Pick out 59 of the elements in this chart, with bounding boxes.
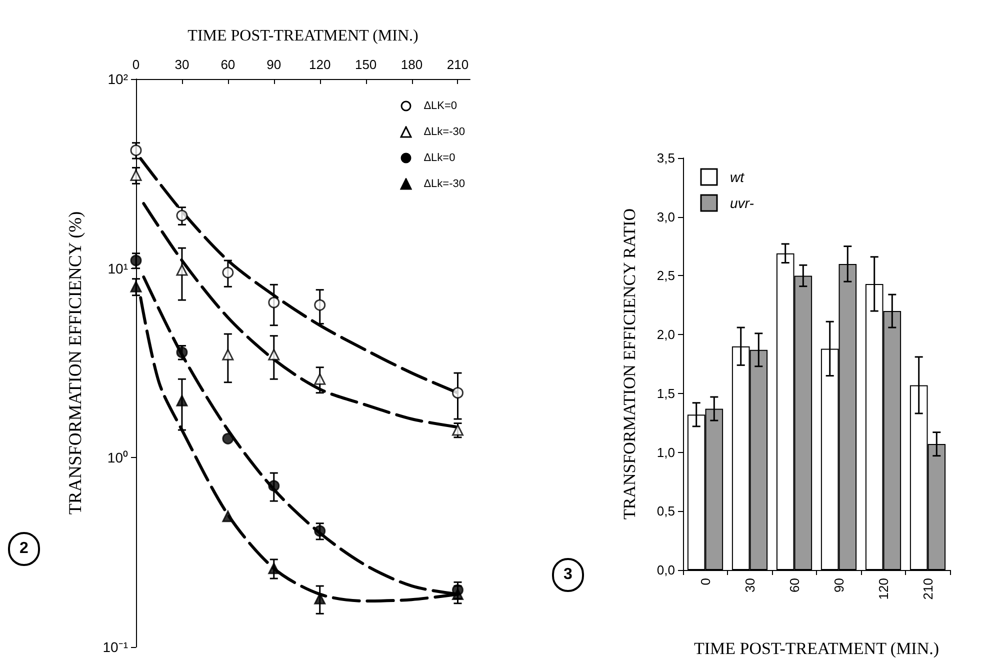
x-tick-label: 60 <box>786 578 802 592</box>
point <box>452 588 464 600</box>
point <box>130 170 142 182</box>
legend-label: ΔLK=0 <box>424 100 458 112</box>
point <box>176 264 188 276</box>
y-tick-label: 3,0 <box>656 209 675 224</box>
x-tick-label: 150 <box>354 57 377 72</box>
point <box>452 387 464 399</box>
x-tick-label: 210 <box>446 57 469 72</box>
point <box>268 480 280 492</box>
x-tick-label: 60 <box>220 57 236 72</box>
point <box>130 144 142 156</box>
point <box>314 525 326 537</box>
point <box>222 510 234 522</box>
y-tick-label: 1,0 <box>656 444 675 460</box>
y-tick-label: 2,5 <box>656 268 675 284</box>
text: 3 <box>552 558 584 592</box>
x-tick-label: 0 <box>132 57 140 72</box>
x-axis-title: TIME POST-TREATMENT (MIN.) <box>694 639 940 658</box>
point <box>314 373 326 385</box>
y-tick-label: 10¹ <box>108 260 128 276</box>
y-tick-label: 10⁻¹ <box>102 639 128 655</box>
legend-label: uvr- <box>730 195 754 211</box>
y-tick-label: 1,5 <box>656 386 675 401</box>
y-tick-label: 3,5 <box>656 150 675 166</box>
x-axis-title: TIME POST-TREATMENT (MIN.) <box>188 28 418 44</box>
x-tick-label: 180 <box>400 57 423 72</box>
point <box>222 432 234 444</box>
x-tick-label: 210 <box>920 578 936 600</box>
point <box>176 210 188 222</box>
x-tick-label: 90 <box>266 57 282 72</box>
y-axis-title: TRANSFORMATION EFFICIENCY RATIO <box>620 208 639 520</box>
y-tick-label: 10² <box>108 71 128 87</box>
legend-label: ΔLk=-30 <box>424 178 465 190</box>
text: 2 <box>8 532 40 566</box>
point <box>222 348 234 360</box>
legend-label: ΔLk=0 <box>424 152 456 164</box>
x-tick-label: 90 <box>831 578 846 592</box>
x-tick-label: 0 <box>698 578 713 586</box>
y-tick-label: 10⁰ <box>107 450 128 466</box>
y-tick-label: 2,0 <box>656 327 675 342</box>
point <box>268 348 280 360</box>
point <box>268 562 280 574</box>
point <box>222 266 234 278</box>
x-tick-label: 30 <box>742 578 758 592</box>
y-tick-label: 0,0 <box>656 562 675 578</box>
y-axis-title: TRANSFORMATION EFFICIENCY (%) <box>65 211 85 515</box>
point <box>268 296 280 308</box>
point <box>130 254 142 266</box>
point <box>314 299 326 311</box>
x-tick-label: 120 <box>876 578 891 600</box>
point <box>452 424 464 436</box>
legend-label: ΔLk=-30 <box>424 126 465 138</box>
y-tick-label: 0,5 <box>656 504 675 519</box>
point <box>130 280 142 292</box>
x-tick-label: 120 <box>309 57 331 72</box>
point <box>176 394 188 406</box>
x-tick-label: 30 <box>174 57 190 72</box>
legend-label: wt <box>730 169 744 185</box>
